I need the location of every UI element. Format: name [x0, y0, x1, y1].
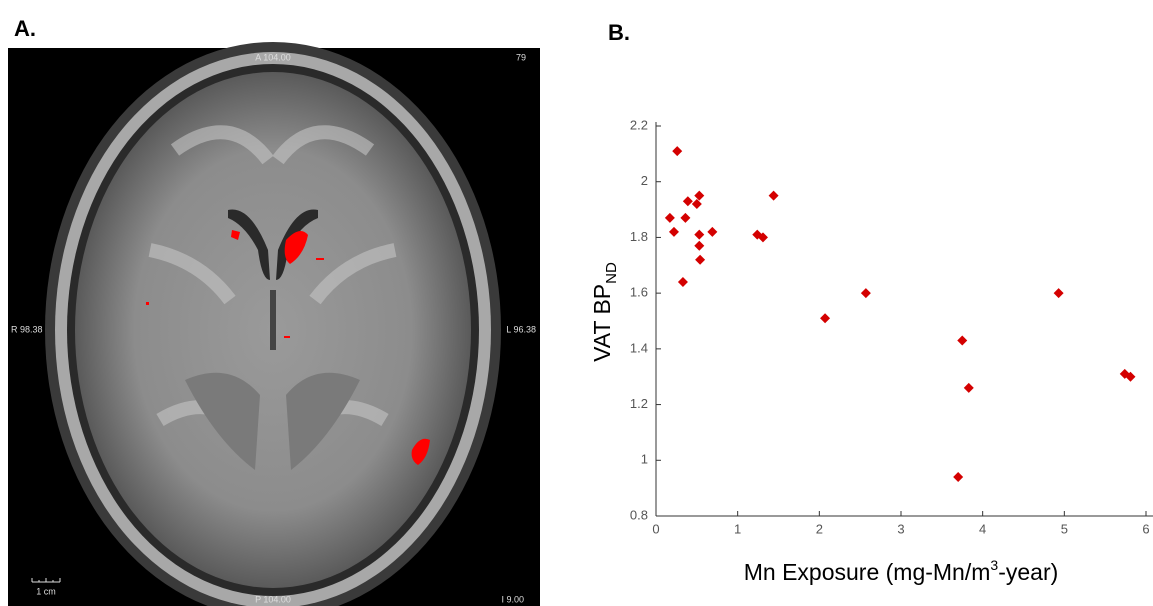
data-point	[672, 146, 683, 157]
annotation: 79	[516, 52, 526, 62]
y-tick-label: 1.6	[630, 285, 648, 300]
y-tick-label: 1.8	[630, 229, 648, 244]
annotation: 1 cm	[36, 586, 56, 596]
data-point	[757, 232, 768, 243]
annotation: P 104.00	[255, 594, 291, 604]
y-tick-label: 0.8	[630, 507, 648, 522]
y-tick-label: 1	[641, 452, 648, 467]
data-point	[694, 229, 705, 240]
data-point	[820, 313, 831, 324]
data-point	[768, 190, 779, 201]
x-tick-label: 5	[1061, 521, 1068, 536]
y-axis-title-part: ND	[603, 262, 620, 284]
x-axis-title-part: 3	[990, 557, 998, 573]
y-tick-label: 1.2	[630, 396, 648, 411]
y-tick-label: 2	[641, 173, 648, 188]
x-tick-label: 6	[1142, 521, 1149, 536]
data-point	[668, 226, 679, 237]
x-tick-label: 4	[979, 521, 986, 536]
data-point	[707, 226, 718, 237]
panel-label: A.	[14, 16, 36, 41]
data-point	[691, 199, 702, 209]
data-point	[860, 288, 871, 299]
annotation: I 9.00	[501, 594, 524, 604]
y-tick-label: 2.2	[630, 117, 648, 132]
data-point	[963, 382, 974, 393]
mri-image: A 104.00 79 R 98.38 L 96.38 P 104.00 I 9…	[8, 42, 540, 606]
x-axis-title: Mn Exposure (mg-Mn/m3-year)	[744, 557, 1059, 585]
data-point	[682, 196, 693, 207]
data-point	[694, 190, 705, 201]
x-axis-title-part: -year)	[998, 559, 1058, 585]
data-point	[694, 240, 705, 251]
x-tick-label: 1	[734, 521, 741, 536]
y-axis-title-part: VAT BP	[589, 284, 615, 362]
x-axis-title-part: Mn Exposure (mg-Mn/m	[744, 559, 991, 585]
x-tick-label: 2	[816, 521, 823, 536]
data-point	[680, 212, 691, 223]
data-point	[957, 335, 968, 346]
x-tick-label: 0	[652, 521, 659, 536]
panel-label: B.	[608, 20, 630, 45]
data-point	[677, 277, 688, 287]
annotation: L 96.38	[506, 324, 536, 334]
x-tick-label: 3	[897, 521, 904, 536]
y-tick-label: 1.4	[630, 340, 648, 355]
y-axis-title: VAT BPND	[589, 262, 620, 362]
data-point	[695, 254, 706, 265]
annotation: R 98.38	[11, 324, 43, 334]
data-point	[1053, 288, 1064, 299]
data-point	[664, 212, 675, 223]
data-point	[1125, 371, 1136, 382]
annotation: A 104.00	[255, 52, 291, 62]
data-point	[953, 472, 964, 482]
